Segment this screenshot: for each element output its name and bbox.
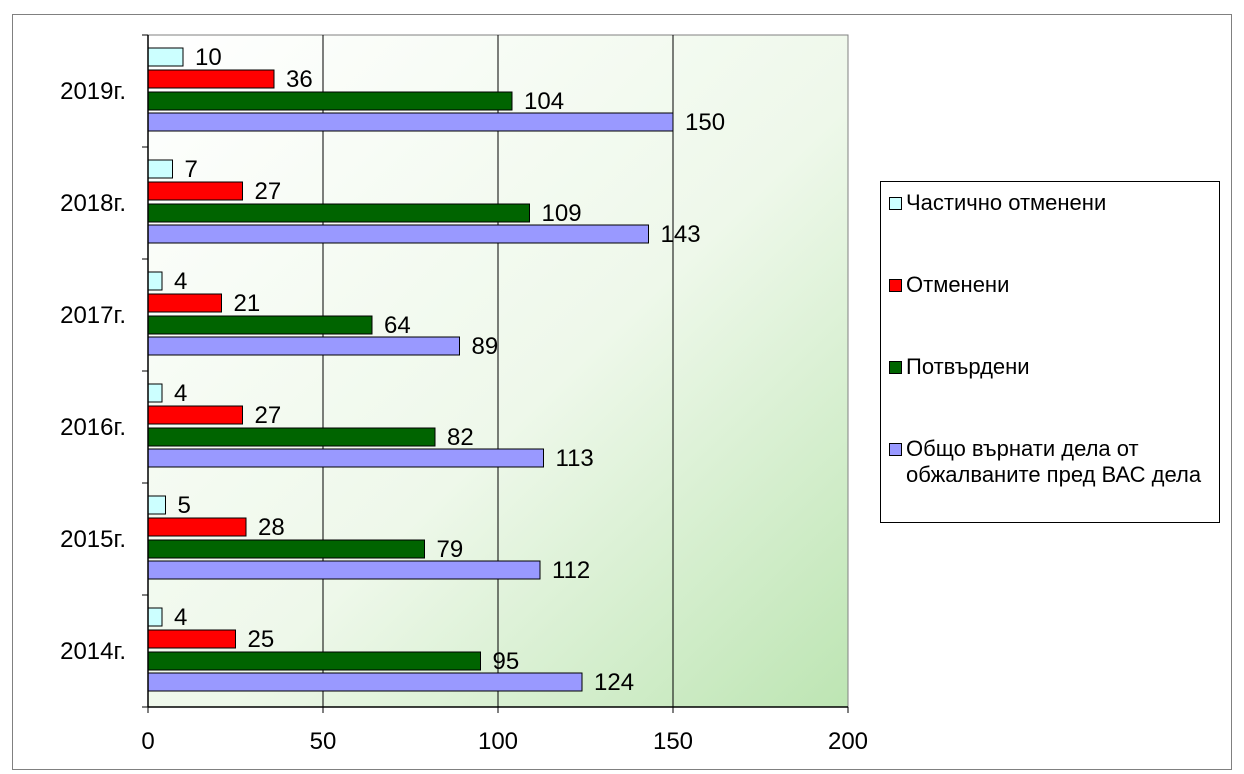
bar	[147, 91, 513, 111]
x-tick-label: 200	[828, 728, 868, 755]
category-label: 2018г.	[60, 190, 126, 217]
data-label: 27	[255, 402, 282, 429]
legend-swatch	[889, 197, 902, 210]
data-label: 143	[661, 221, 701, 248]
data-label: 150	[685, 109, 725, 136]
category-label: 2017г.	[60, 302, 126, 329]
data-label: 89	[472, 333, 499, 360]
legend-item: Отменени	[889, 272, 1206, 298]
data-label: 64	[384, 312, 411, 339]
data-label: 5	[178, 492, 191, 519]
data-label: 124	[594, 669, 634, 696]
bar	[147, 159, 173, 179]
data-label: 104	[524, 88, 564, 115]
category-label: 2015г.	[60, 526, 126, 553]
data-label: 112	[552, 557, 590, 584]
category-label: 2019г.	[60, 78, 126, 105]
bar	[147, 405, 243, 425]
data-label: 27	[255, 178, 282, 205]
x-tick-label: 0	[141, 728, 154, 755]
legend-swatch	[889, 279, 902, 292]
category-label: 2014г.	[60, 638, 126, 665]
bar	[147, 224, 649, 244]
bar	[147, 203, 530, 223]
data-label: 4	[174, 268, 187, 295]
legend-label: Частично отменени	[906, 190, 1107, 215]
bar	[147, 47, 184, 67]
legend-item: Общо върнати дела от обжалваните пред ВА…	[889, 436, 1206, 488]
bar	[147, 383, 163, 403]
bar	[147, 517, 247, 537]
x-tick-label: 50	[310, 728, 337, 755]
legend-swatch	[889, 361, 902, 374]
bar	[147, 112, 674, 132]
legend-label: Общо върнати дела от обжалваните пред ВА…	[906, 436, 1202, 487]
data-label: 82	[447, 424, 474, 451]
legend-swatch	[889, 443, 902, 456]
bar	[147, 607, 163, 627]
legend-item: Частично отменени	[889, 190, 1206, 216]
bar	[147, 448, 544, 468]
data-label: 10	[195, 44, 222, 71]
data-label: 95	[493, 648, 520, 675]
data-label: 109	[542, 200, 582, 227]
bar	[147, 181, 243, 201]
bar	[147, 427, 436, 447]
legend-item: Потвърдени	[889, 354, 1206, 380]
data-label: 113	[556, 445, 594, 472]
data-label: 7	[185, 156, 198, 183]
data-label: 28	[258, 514, 285, 541]
bar	[147, 293, 222, 313]
data-label: 36	[286, 66, 313, 93]
legend-label: Отменени	[906, 272, 1010, 297]
bar	[147, 69, 275, 89]
x-tick-label: 150	[653, 728, 693, 755]
bar	[147, 560, 541, 580]
data-label: 21	[234, 290, 261, 317]
data-label: 25	[248, 626, 275, 653]
bar	[147, 539, 425, 559]
bar	[147, 672, 583, 692]
x-tick-label: 100	[478, 728, 518, 755]
bar	[147, 495, 166, 515]
legend: Частично отменени Отменени Потвърдени Об…	[880, 181, 1220, 523]
data-label: 4	[174, 380, 187, 407]
bar	[147, 629, 236, 649]
category-label: 2016г.	[60, 414, 126, 441]
data-label: 79	[437, 536, 464, 563]
bar	[147, 651, 481, 671]
data-label: 4	[174, 604, 187, 631]
legend-label: Потвърдени	[906, 354, 1030, 379]
bar	[147, 271, 163, 291]
bar	[147, 336, 460, 356]
bar	[147, 315, 373, 335]
